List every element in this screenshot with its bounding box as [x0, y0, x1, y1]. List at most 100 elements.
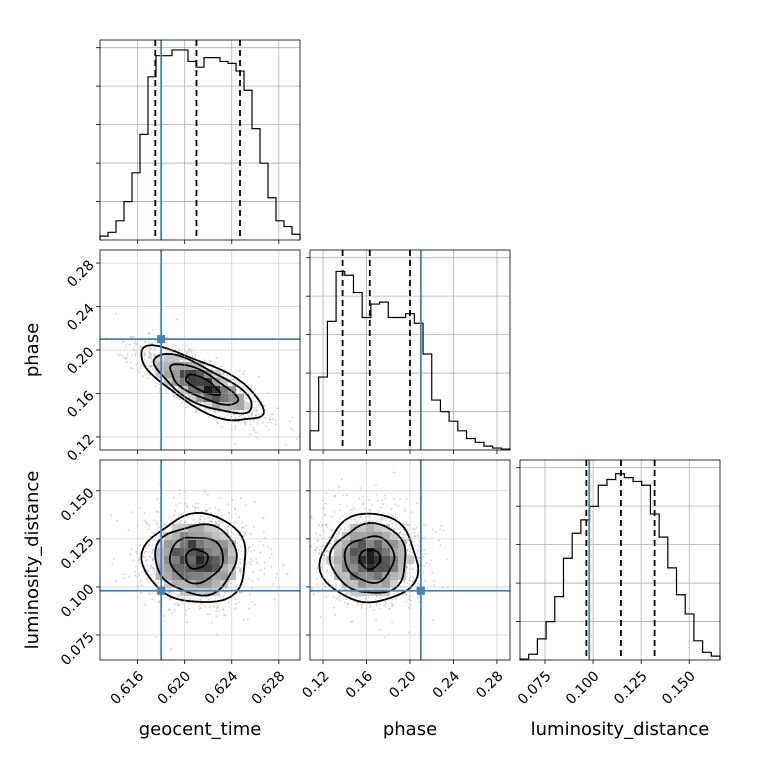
- density-cell: [196, 556, 204, 564]
- scatter-point: [180, 519, 183, 522]
- scatter-point: [412, 568, 414, 571]
- scatter-point: [147, 528, 150, 531]
- scatter-point: [345, 598, 348, 601]
- scatter-point: [221, 426, 223, 428]
- scatter-point: [268, 428, 270, 431]
- scatter-point: [350, 620, 353, 623]
- scatter-point: [248, 578, 251, 581]
- scatter-point: [402, 534, 405, 537]
- scatter-point: [148, 353, 151, 356]
- density-cell: [164, 564, 172, 572]
- scatter-point: [250, 410, 253, 413]
- scatter-point: [406, 539, 408, 542]
- density-cell: [156, 556, 164, 564]
- scatter-point: [194, 502, 197, 505]
- scatter-point: [185, 621, 188, 624]
- scatter-point: [213, 410, 216, 413]
- scatter-point: [416, 552, 418, 554]
- histogram-luminosity_distance: [519, 473, 721, 660]
- scatter-point: [422, 584, 425, 587]
- scatter-point: [151, 566, 154, 569]
- scatter-point: [146, 578, 149, 580]
- scatter-point: [211, 521, 214, 523]
- density-cell: [188, 394, 196, 402]
- scatter-point: [368, 520, 371, 523]
- scatter-point: [151, 364, 154, 367]
- scatter-point: [234, 507, 237, 510]
- y-axis-label-phase: phase: [22, 323, 43, 377]
- scatter-point: [410, 599, 412, 602]
- scatter-point: [418, 583, 421, 586]
- density-cell: [172, 580, 180, 588]
- scatter-point: [230, 582, 232, 585]
- density-cell: [164, 572, 172, 580]
- scatter-point: [143, 356, 146, 358]
- scatter-point: [238, 370, 241, 372]
- scatter-point: [379, 607, 382, 610]
- scatter-point: [177, 347, 180, 349]
- scatter-point: [399, 531, 402, 533]
- contour-line: [358, 549, 382, 571]
- scatter-point: [379, 629, 382, 631]
- scatter-point: [257, 376, 260, 378]
- scatter-point: [226, 525, 229, 528]
- scatter-point: [413, 528, 416, 531]
- scatter-point: [346, 522, 348, 525]
- scatter-point: [194, 353, 196, 356]
- scatter-point: [153, 539, 156, 541]
- scatter-point: [140, 364, 142, 367]
- scatter-point: [391, 621, 394, 623]
- scatter-point: [182, 358, 185, 361]
- scatter-point: [424, 579, 426, 582]
- scatter-point: [186, 351, 188, 353]
- scatter-point: [438, 539, 440, 542]
- scatter-point: [285, 444, 288, 446]
- density-cell: [204, 548, 212, 556]
- scatter-point: [174, 510, 177, 512]
- scatter-point: [345, 530, 348, 532]
- scatter-point: [286, 573, 289, 576]
- scatter-point: [304, 580, 306, 582]
- density-cell: [358, 580, 366, 588]
- density-cell: [180, 362, 188, 370]
- scatter-point: [124, 357, 127, 360]
- scatter-point: [334, 495, 336, 498]
- scatter-point: [422, 571, 425, 574]
- scatter-point: [356, 521, 358, 524]
- scatter-point: [228, 512, 231, 514]
- scatter-point: [173, 514, 176, 517]
- scatter-point: [406, 549, 409, 552]
- scatter-point: [151, 342, 154, 344]
- scatter-point: [125, 356, 128, 359]
- scatter-point: [239, 421, 242, 424]
- density-cell: [156, 548, 164, 556]
- density-cell: [390, 532, 398, 540]
- panel-frame: [99, 39, 301, 241]
- density-cell: [188, 556, 196, 564]
- scatter-point: [261, 421, 264, 424]
- scatter-point: [203, 518, 206, 520]
- scatter-point: [148, 593, 150, 595]
- scatter-point: [178, 604, 180, 607]
- density-cell: [236, 394, 244, 402]
- scatter-point: [221, 521, 224, 524]
- density-cell: [366, 572, 374, 580]
- scatter-point: [247, 607, 250, 610]
- scatter-point: [129, 367, 132, 369]
- density-cell: [180, 580, 188, 588]
- scatter-point: [405, 565, 408, 568]
- scatter-point: [406, 548, 409, 551]
- scatter-point: [329, 542, 332, 545]
- density-cell: [212, 378, 220, 386]
- scatter-point: [132, 559, 134, 561]
- density-cell: [172, 564, 180, 572]
- scatter-point: [228, 602, 230, 604]
- scatter-point: [439, 544, 442, 547]
- scatter-point: [239, 567, 242, 570]
- density-cell: [220, 556, 228, 564]
- scatter-point: [143, 551, 146, 554]
- y-tick-label: 0.125: [58, 533, 98, 573]
- scatter-point: [395, 523, 398, 526]
- scatter-point: [325, 523, 328, 526]
- scatter-point: [375, 603, 378, 606]
